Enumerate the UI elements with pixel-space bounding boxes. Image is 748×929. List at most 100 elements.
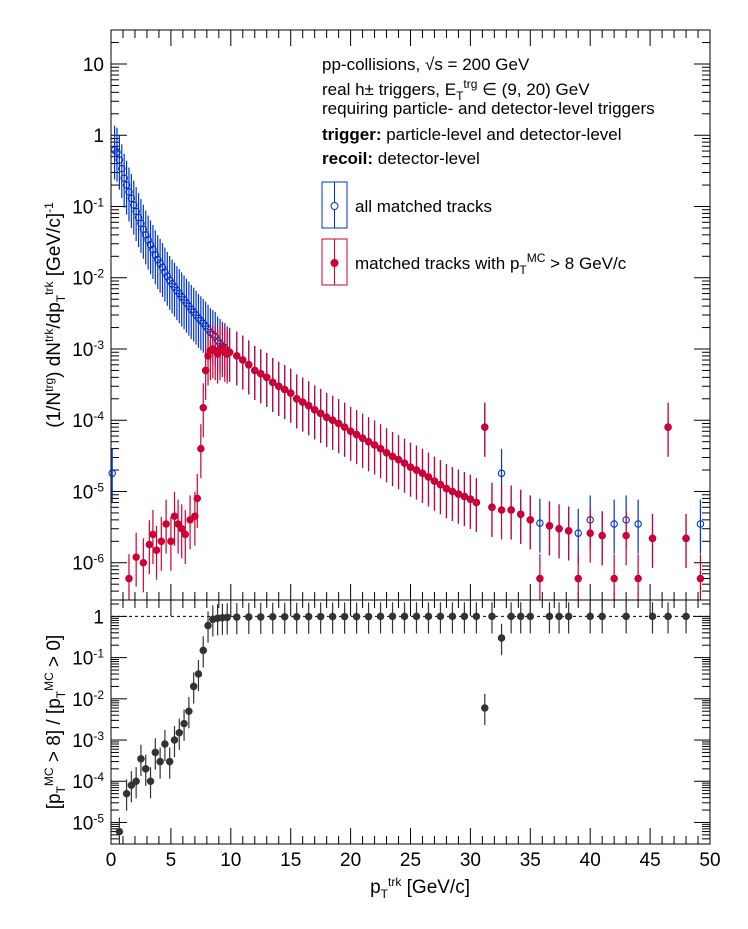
- xtick-label: 0: [106, 850, 117, 871]
- spectrum-point: [274, 382, 283, 390]
- spectrum-point: [245, 361, 253, 369]
- spectrum-point: [376, 444, 385, 453]
- ratio-point: [151, 748, 160, 757]
- ratio-point: [223, 613, 231, 622]
- spectrum-point: [167, 537, 175, 546]
- spectrum-point: [545, 522, 554, 530]
- spectrum-point: [110, 146, 119, 154]
- spectrum-point: [322, 413, 331, 422]
- annotation-block: pp-collisions, √s = 200 GeV real h± trigg…: [322, 55, 655, 168]
- ratio-point: [141, 765, 150, 773]
- spectrum-point: [488, 503, 496, 512]
- ratio-point: [481, 704, 489, 712]
- ratio-point: [328, 612, 337, 621]
- ratio-point: [204, 621, 212, 630]
- spectrum-point: [262, 373, 271, 382]
- ratio-point: [460, 612, 469, 621]
- spectrum-point: [125, 188, 133, 196]
- ratio-point: [122, 789, 131, 798]
- ratio-point: [555, 612, 563, 621]
- ratio-point: [132, 777, 140, 785]
- spectrum-point: [113, 148, 121, 156]
- spectrum-point: [340, 423, 349, 431]
- spectrum-point: [197, 444, 205, 453]
- ratio-point: [137, 755, 145, 763]
- spectrum-point: [201, 366, 210, 375]
- spectrum-point: [251, 366, 259, 375]
- ratio-point: [412, 612, 421, 621]
- ratio-point: [245, 613, 253, 621]
- ratio-point: [507, 612, 515, 621]
- spectrum-point: [292, 395, 301, 403]
- ratio-point: [472, 612, 481, 621]
- annotation-line: requiring particle- and detector-level t…: [322, 99, 655, 118]
- spectrum-point: [239, 356, 247, 364]
- spectrum-point: [130, 201, 138, 209]
- spectrum-point: [430, 477, 439, 485]
- ratio-point: [364, 612, 373, 621]
- spectrum-point: [346, 427, 355, 436]
- spectrum-point: [191, 512, 199, 520]
- ratio-point: [127, 781, 136, 789]
- spectrum-point: [364, 437, 373, 446]
- ratio-point: [189, 682, 198, 691]
- spectrum-point: [564, 527, 573, 535]
- spectrum-point: [156, 259, 164, 267]
- spectrum-ylabel: (1/Ntrg) dNtrk/dpTtrk [GeV/c]-1: [42, 202, 68, 428]
- spectrum-point: [152, 546, 161, 554]
- annotation-line: real h± triggers, ETtrg ∈ (9, 20) GeV: [322, 77, 590, 103]
- ratio-point: [497, 634, 506, 642]
- spectrum-point: [412, 466, 421, 474]
- spectrum-point: [586, 529, 594, 537]
- spectrum-point: [497, 506, 506, 514]
- spectrum-point: [280, 385, 289, 394]
- ratio-point: [170, 736, 179, 744]
- spectrum-point: [127, 194, 136, 203]
- ratio-point: [545, 612, 554, 621]
- annotation-line: trigger: particle-level and detector-lev…: [322, 125, 622, 144]
- ratio-point: [448, 612, 457, 621]
- ratio-point: [175, 729, 184, 737]
- ratio-point: [316, 612, 325, 621]
- spectrum-point: [555, 524, 563, 533]
- ratio-ytick-label: 10-5: [72, 811, 104, 834]
- spectrum-point: [466, 495, 475, 503]
- ratio-series: [115, 602, 690, 844]
- ratio-point: [156, 757, 164, 766]
- spectrum-point: [233, 352, 241, 360]
- spectrum-point: [696, 574, 705, 583]
- spectrum-series-1: [125, 323, 705, 600]
- xtick-label: 10: [220, 850, 241, 871]
- spectrum-ticks: 10 1 10-1 10-2 10-3 10-4 10-5 10-6: [72, 29, 711, 601]
- spectrum-point: [328, 416, 337, 424]
- spectrum-point: [516, 510, 525, 518]
- spectrum-point: [149, 530, 157, 539]
- legend-label: all matched tracks: [355, 197, 492, 216]
- spectrum-ytick-label: 10-1: [72, 195, 104, 218]
- spectrum-point: [161, 268, 169, 276]
- spectrum-point: [634, 574, 642, 583]
- spectrum-point: [460, 492, 469, 501]
- spectrum-point: [454, 490, 463, 498]
- spectrum-ytick-label: 10-4: [72, 409, 104, 432]
- ratio-ytick-label: 10-1: [72, 647, 104, 670]
- xtick-label: 20: [340, 850, 361, 871]
- spectrum-point: [481, 423, 489, 431]
- spectrum-ytick-label: 10-6: [72, 552, 104, 575]
- spectrum-point: [132, 553, 140, 561]
- spectrum-point: [352, 430, 361, 439]
- spectrum-point: [310, 406, 319, 414]
- spectrum-ytick-label: 1: [93, 126, 104, 147]
- ratio-point: [682, 612, 690, 621]
- ratio-series-0: [115, 602, 690, 844]
- ratio-ylabel: [pTMC > 8] / [pTMC > 0]: [42, 635, 68, 810]
- spectrum-point: [526, 516, 535, 524]
- spectrum-point: [370, 441, 379, 449]
- spectrum-point: [298, 398, 307, 406]
- ratio-point: [622, 612, 630, 621]
- spectrum-point: [199, 403, 207, 412]
- spectrum-ytick-label: 10: [83, 55, 104, 76]
- ratio-point: [233, 613, 241, 621]
- spectrum-point: [157, 537, 166, 546]
